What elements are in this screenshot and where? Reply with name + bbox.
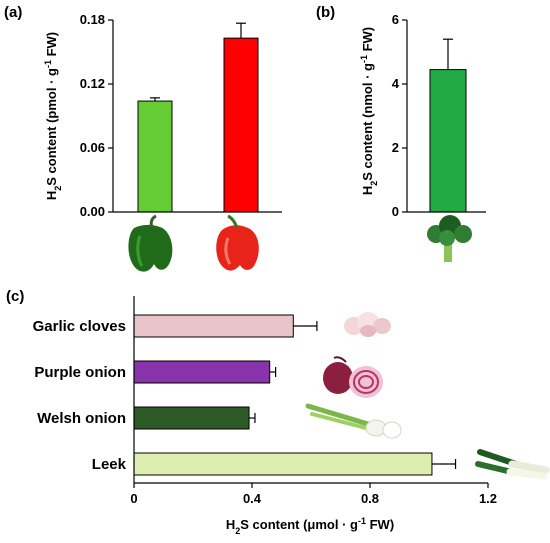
panel-c-bar-3 — [133, 452, 433, 476]
panel-c-bar-2 — [133, 406, 250, 430]
panel-b-y-axis-title: H2S content (nmol · g-1 FW) — [359, 27, 379, 195]
panel-c-x-axis-title: H2S content (μmol · g-1 FW) — [226, 516, 394, 536]
panel-a-bar-0 — [137, 100, 173, 213]
leek-icon — [475, 449, 550, 480]
panel-a-y-tick-label: 0.06 — [80, 140, 105, 155]
panel-b-label: (b) — [316, 4, 335, 21]
panel-c-category-label: Leek — [92, 456, 127, 473]
panel-c: (c) 0 0.4 0.8 1.2 Garlic cloves Purple onion… — [6, 288, 550, 536]
panel-b-y-tick-label: 4 — [392, 76, 400, 91]
panel-a-y-tick-label: 0.00 — [80, 204, 105, 219]
panel-b-bar-0 — [429, 69, 467, 213]
panel-b-y-tick-label: 6 — [392, 12, 399, 27]
panel-a-label: (a) — [4, 4, 22, 21]
green-pepper-icon — [128, 214, 173, 272]
purple-onion-icon — [323, 356, 383, 398]
panel-a-y-tick-label: 0.18 — [80, 12, 105, 27]
panel-a-y-tick-label: 0.12 — [80, 76, 105, 91]
panel-c-category-label: Welsh onion — [37, 410, 126, 427]
broccoli-icon — [427, 215, 472, 262]
panel-a: (a) H2S content (pmol · g-1 FW) 0.00 0.06… — [4, 4, 282, 272]
garlic-icon — [344, 312, 391, 337]
panel-a-bar-1 — [223, 37, 259, 213]
panel-b-y-tick-label: 2 — [392, 140, 399, 155]
panel-c-x-tick-label: 0 — [130, 491, 137, 506]
welsh-onion-icon — [305, 403, 402, 439]
red-pepper-icon — [216, 214, 259, 271]
panel-a-y-axis-title: H2S content (pmol · g-1 FW) — [43, 32, 63, 200]
panel-c-x-tick-label: 0.8 — [361, 491, 379, 506]
panel-c-bar-0 — [133, 314, 294, 338]
panel-b: (b) H2S content (nmol · g-1 FW) 0 2 4 6 — [316, 4, 486, 262]
panel-c-category-label: Purple onion — [34, 364, 126, 381]
panel-c-x-tick-label: 1.2 — [479, 491, 497, 506]
panel-c-category-label: Garlic cloves — [33, 318, 126, 335]
panel-c-bar-1 — [133, 360, 271, 384]
panel-b-y-tick-label: 0 — [392, 204, 399, 219]
panel-c-x-tick-label: 0.4 — [243, 491, 262, 506]
panel-c-label: (c) — [6, 288, 24, 305]
